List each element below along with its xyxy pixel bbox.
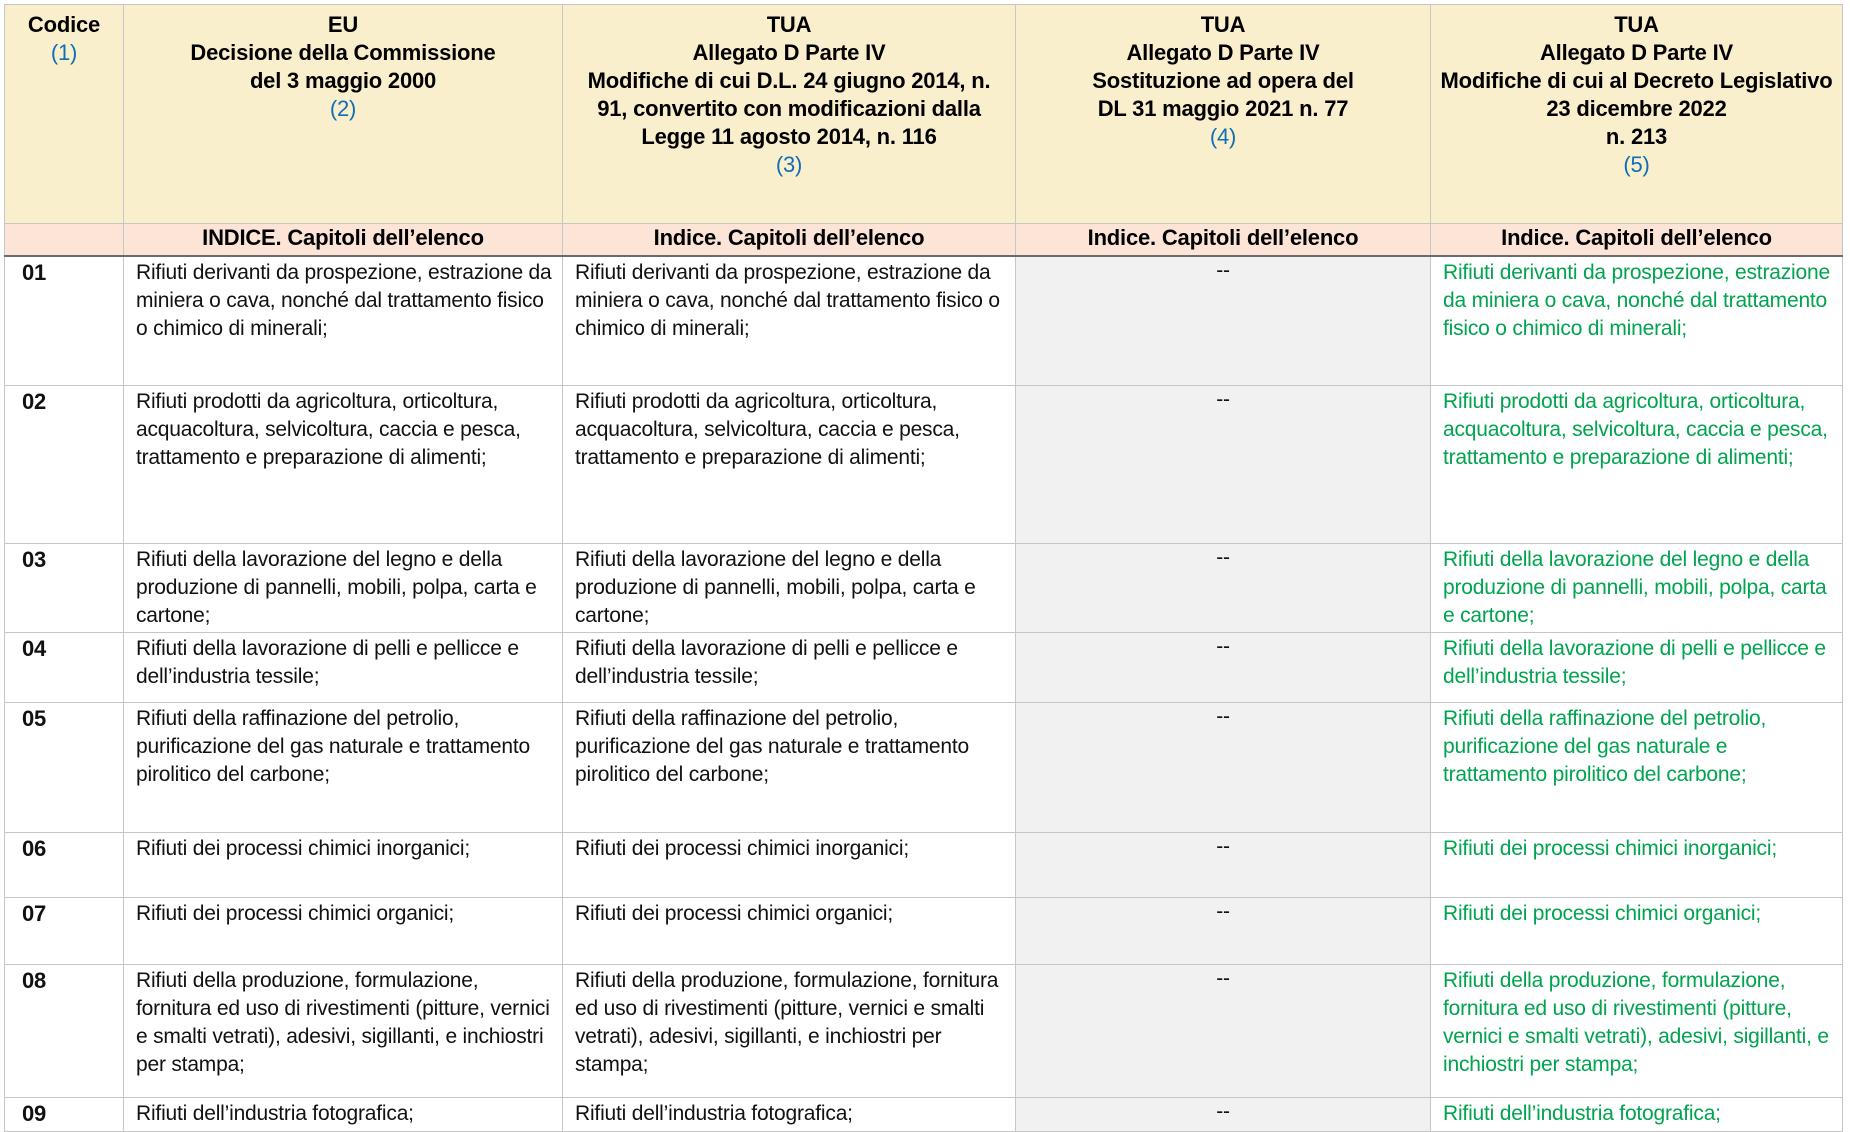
footnote-ref-4[interactable]: (4) (1209, 124, 1237, 149)
tua-2021-placeholder-cell: -- (1015, 543, 1431, 633)
table-row: 01 Rifiuti derivanti da prospezione, est… (4, 255, 1843, 386)
tua-2022-description-cell: Rifiuti derivanti da prospezione, estraz… (1430, 255, 1843, 386)
table-row: 06 Rifiuti dei processi chimici inorgani… (4, 832, 1843, 898)
eu-2000-description-cell: Rifiuti della produzione, formulazione, … (123, 964, 563, 1098)
column-title: TUA Allegato D Parte IV Modifiche di cui… (587, 12, 991, 149)
tua-2022-description-cell: Rifiuti dei processi chimici organici; (1430, 897, 1843, 965)
index-subheader-empty (4, 223, 124, 257)
column-title: TUA Allegato D Parte IV Sostituzione ad … (1092, 12, 1354, 121)
eu-2000-description-cell: Rifiuti dei processi chimici organici; (123, 897, 563, 965)
tua-2014-description-cell: Rifiuti prodotti da agricoltura, orticol… (562, 385, 1016, 544)
footnote-ref-1[interactable]: (1) (50, 40, 78, 65)
tua-2021-placeholder-cell: -- (1015, 385, 1431, 544)
table-row: 08 Rifiuti della produzione, formulazion… (4, 964, 1843, 1098)
table-row: 02 Rifiuti prodotti da agricoltura, orti… (4, 385, 1843, 544)
index-subheader-tua-2021: Indice. Capitoli dell’elenco (1015, 223, 1431, 257)
tua-2022-description-cell: Rifiuti prodotti da agricoltura, orticol… (1430, 385, 1843, 544)
tua-2021-placeholder-cell: -- (1015, 702, 1431, 833)
tua-2014-description-cell: Rifiuti dei processi chimici organici; (562, 897, 1016, 965)
tua-2021-placeholder-cell: -- (1015, 632, 1431, 703)
tua-2022-description-cell: Rifiuti della lavorazione di pelli e pel… (1430, 632, 1843, 703)
tua-2022-description-cell: Rifiuti della produzione, formulazione, … (1430, 964, 1843, 1098)
table-row: 09 Rifiuti dell’industria fotografica; R… (4, 1097, 1843, 1132)
tua-2014-description-cell: Rifiuti della lavorazione del legno e de… (562, 543, 1016, 633)
index-subheader-tua-2022: Indice. Capitoli dell’elenco (1430, 223, 1843, 257)
chapter-code-cell: 03 (4, 543, 124, 633)
tua-2021-placeholder-cell: -- (1015, 1097, 1431, 1132)
column-header-codice: Codice (1) (4, 4, 124, 224)
table-row: 03 Rifiuti della lavorazione del legno e… (4, 543, 1843, 633)
chapter-code-cell: 07 (4, 897, 124, 965)
chapter-code-cell: 09 (4, 1097, 124, 1132)
chapter-code-cell: 04 (4, 632, 124, 703)
eu-2000-description-cell: Rifiuti della raffinazione del petrolio,… (123, 702, 563, 833)
index-subheader-eu: INDICE. Capitoli dell’elenco (123, 223, 563, 257)
eu-2000-description-cell: Rifiuti della lavorazione di pelli e pel… (123, 632, 563, 703)
legislation-comparison-table: Codice (1) EU Decisione della Commission… (4, 4, 1843, 1132)
tua-2022-description-cell: Rifiuti della lavorazione del legno e de… (1430, 543, 1843, 633)
chapter-code-cell: 02 (4, 385, 124, 544)
tua-2014-description-cell: Rifiuti della produzione, formulazione, … (562, 964, 1016, 1098)
column-title: Codice (27, 12, 101, 37)
table-header-row: Codice (1) EU Decisione della Commission… (4, 4, 1843, 224)
eu-2000-description-cell: Rifiuti dei processi chimici inorganici; (123, 832, 563, 898)
tua-2022-description-cell: Rifiuti dei processi chimici inorganici; (1430, 832, 1843, 898)
column-title: EU Decisione della Commissione del 3 mag… (190, 12, 496, 93)
eu-2000-description-cell: Rifiuti della lavorazione del legno e de… (123, 543, 563, 633)
tua-2014-description-cell: Rifiuti derivanti da prospezione, estraz… (562, 255, 1016, 386)
column-header-eu-2000: EU Decisione della Commissione del 3 mag… (123, 4, 563, 224)
column-title: TUA Allegato D Parte IV Modifiche di cui… (1440, 12, 1833, 149)
tua-2021-placeholder-cell: -- (1015, 964, 1431, 1098)
index-subheader-tua-2014: Indice. Capitoli dell’elenco (562, 223, 1016, 257)
tua-2022-description-cell: Rifiuti dell’industria fotografica; (1430, 1097, 1843, 1132)
eu-2000-description-cell: Rifiuti derivanti da prospezione, estraz… (123, 255, 563, 386)
table-body: 01 Rifiuti derivanti da prospezione, est… (4, 255, 1843, 1132)
footnote-ref-3[interactable]: (3) (775, 152, 803, 177)
index-subheader-row: INDICE. Capitoli dell’elenco Indice. Cap… (4, 223, 1843, 257)
table-row: 04 Rifiuti della lavorazione di pelli e … (4, 632, 1843, 703)
column-header-tua-2021: TUA Allegato D Parte IV Sostituzione ad … (1015, 4, 1431, 224)
tua-2014-description-cell: Rifiuti dei processi chimici inorganici; (562, 832, 1016, 898)
column-header-tua-2014: TUA Allegato D Parte IV Modifiche di cui… (562, 4, 1016, 224)
tua-2014-description-cell: Rifiuti della lavorazione di pelli e pel… (562, 632, 1016, 703)
chapter-code-cell: 08 (4, 964, 124, 1098)
footnote-ref-5[interactable]: (5) (1623, 152, 1650, 177)
tua-2021-placeholder-cell: -- (1015, 832, 1431, 898)
column-header-tua-2022: TUA Allegato D Parte IV Modifiche di cui… (1430, 4, 1843, 224)
table-row: 05 Rifiuti della raffinazione del petrol… (4, 702, 1843, 833)
chapter-code-cell: 05 (4, 702, 124, 833)
chapter-code-cell: 06 (4, 832, 124, 898)
eu-2000-description-cell: Rifiuti dell’industria fotografica; (123, 1097, 563, 1132)
tua-2021-placeholder-cell: -- (1015, 897, 1431, 965)
tua-2014-description-cell: Rifiuti dell’industria fotografica; (562, 1097, 1016, 1132)
table-row: 07 Rifiuti dei processi chimici organici… (4, 897, 1843, 965)
tua-2014-description-cell: Rifiuti della raffinazione del petrolio,… (562, 702, 1016, 833)
tua-2021-placeholder-cell: -- (1015, 255, 1431, 386)
tua-2022-description-cell: Rifiuti della raffinazione del petrolio,… (1430, 702, 1843, 833)
chapter-code-cell: 01 (4, 255, 124, 386)
footnote-ref-2[interactable]: (2) (329, 96, 357, 121)
eu-2000-description-cell: Rifiuti prodotti da agricoltura, orticol… (123, 385, 563, 544)
